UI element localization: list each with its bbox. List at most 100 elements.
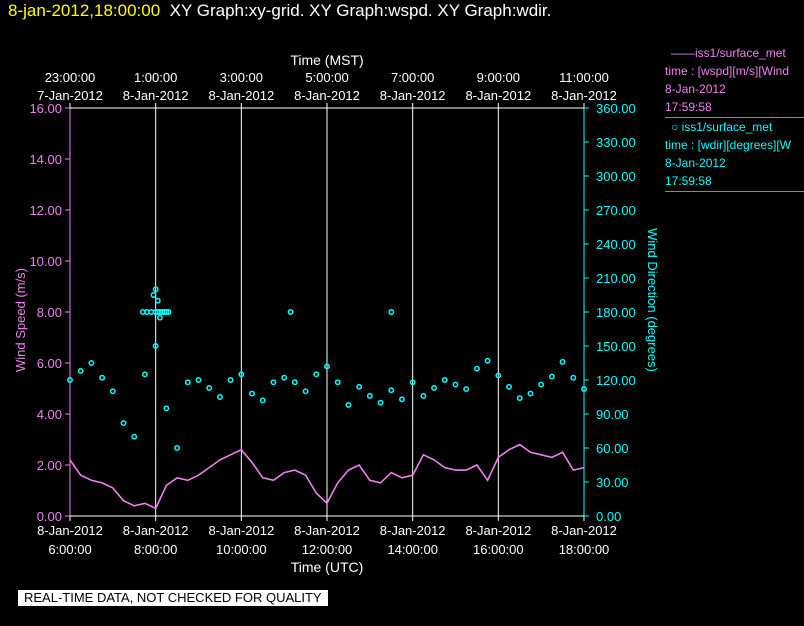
x-axis-label-top: Time (MST)	[290, 52, 363, 68]
y-right-tick-label: 120.00	[596, 373, 636, 388]
legend: ——iss1/surface_met time : [wspd][m/s][Wi…	[665, 44, 804, 192]
wdir-outlier-point	[163, 309, 170, 315]
wdir-point	[399, 396, 405, 403]
x-tick-label-top-date: 8-Jan-2012	[208, 88, 274, 103]
wdir-point	[377, 399, 384, 406]
wdir-point	[238, 371, 245, 378]
x-tick-label-date: 8-Jan-2012	[208, 523, 274, 538]
legend-wspd-expr: time : [wspd][m/s][Wind	[665, 64, 790, 78]
y-left-tick-label: 6.00	[37, 356, 62, 371]
wdir-point	[227, 377, 234, 383]
wdir-point	[259, 397, 266, 404]
wdir-point	[506, 383, 512, 390]
wdir-point	[281, 374, 288, 381]
x-tick-label-date: 8-Jan-2012	[465, 523, 531, 538]
legend-wspd-name: iss1/surface_met	[695, 46, 786, 60]
y-left-tick-label: 14.00	[29, 152, 62, 167]
legend-wspd-time: 17:59:58	[665, 100, 712, 114]
y-right-tick-label: 90.00	[596, 407, 629, 422]
y-right-tick-label: 270.00	[596, 203, 636, 218]
wdir-point	[548, 373, 555, 380]
wdir-point	[388, 387, 395, 394]
x-tick-label-top-date: 8-Jan-2012	[380, 88, 446, 103]
y-right-tick-label: 210.00	[596, 271, 636, 286]
wdir-point	[570, 374, 577, 381]
x-tick-label-time: 10:00:00	[216, 542, 267, 557]
x-tick-label-date: 8-Jan-2012	[294, 523, 360, 538]
wdir-point	[484, 357, 491, 364]
y-axis-label-right: Wind Direction (degrees)	[645, 228, 660, 372]
y-axis-label-left: Wind Speed (m/s)	[13, 268, 28, 372]
y-right-tick-label: 0.00	[596, 509, 621, 524]
wdir-outlier-point	[388, 309, 395, 315]
y-left-tick-label: 0.00	[37, 509, 62, 524]
wdir-point	[345, 401, 352, 408]
x-axis-label-bottom: Time (UTC)	[291, 559, 364, 575]
x-tick-label-top-date: 8-Jan-2012	[123, 88, 189, 103]
wdir-point	[495, 372, 502, 379]
wdir-point	[463, 386, 470, 393]
y-right-tick-label: 330.00	[596, 135, 636, 150]
x-tick-label-top-time: 9:00:00	[477, 70, 520, 85]
x-tick-label-top-time: 23:00:00	[45, 70, 96, 85]
wdir-point	[431, 384, 438, 391]
graph-header: 8-jan-2012,18:00:00 XY Graph:xy-grid. XY…	[8, 1, 551, 21]
wdir-point	[452, 381, 459, 388]
wdir-point	[99, 374, 106, 381]
wdir-point	[334, 379, 341, 386]
wdir-point	[420, 392, 427, 399]
y-left-tick-label: 10.00	[29, 254, 62, 269]
header-title: XY Graph:xy-grid. XY Graph:wspd. XY Grap…	[169, 1, 552, 20]
legend-line-marker: ——	[671, 46, 695, 60]
wdir-point	[184, 379, 191, 386]
x-tick-label-top-time: 7:00:00	[391, 70, 434, 85]
wdir-outlier-point	[154, 297, 161, 304]
wdir-point	[67, 377, 73, 383]
x-tick-label-date: 8-Jan-2012	[123, 523, 189, 538]
y-left-tick-label: 8.00	[37, 305, 62, 320]
wdir-point	[77, 367, 84, 374]
y-right-tick-label: 30.00	[596, 475, 629, 490]
wdir-point	[206, 384, 213, 391]
x-tick-label-time: 12:00:00	[302, 542, 353, 557]
x-tick-label-top-time: 5:00:00	[305, 70, 348, 85]
wdir-point	[313, 371, 320, 378]
wdir-point	[270, 379, 277, 386]
x-tick-label-top-time: 1:00:00	[134, 70, 177, 85]
legend-entry-wdir[interactable]: ○ iss1/surface_met time : [wdir][degrees…	[665, 118, 804, 192]
wdir-point	[131, 433, 138, 440]
wdir-point	[409, 379, 416, 386]
wdir-point	[163, 405, 170, 412]
x-tick-label-top-date: 8-Jan-2012	[294, 88, 360, 103]
y-right-tick-label: 150.00	[596, 339, 636, 354]
y-right-tick-label: 300.00	[596, 169, 636, 184]
x-tick-label-top-date: 8-Jan-2012	[465, 88, 531, 103]
wdir-point	[291, 379, 298, 386]
wdir-point	[559, 358, 566, 365]
wdir-point	[195, 377, 202, 383]
x-tick-label-time: 6:00:00	[48, 542, 91, 557]
wdir-outlier-point	[165, 309, 172, 315]
legend-entry-wspd[interactable]: ——iss1/surface_met time : [wspd][m/s][Wi…	[665, 44, 804, 118]
wdir-point	[142, 371, 148, 378]
y-left-tick-label: 12.00	[29, 203, 62, 218]
wdir-point	[516, 395, 523, 402]
y-right-tick-label: 60.00	[596, 441, 629, 456]
y-left-tick-label: 2.00	[37, 458, 62, 473]
y-left-tick-label: 4.00	[37, 407, 62, 422]
x-tick-label-top-date: 8-Jan-2012	[551, 88, 617, 103]
header-timestamp: 8-jan-2012,18:00:00	[8, 1, 161, 20]
wdir-point	[473, 365, 480, 372]
wdir-outlier-point	[287, 309, 294, 315]
wdir-point	[174, 445, 181, 451]
legend-wdir-time: 17:59:58	[665, 174, 712, 188]
wdir-point	[216, 394, 223, 400]
wdir-point	[152, 343, 159, 349]
x-tick-label-date: 8-Jan-2012	[37, 523, 103, 538]
x-tick-label-date: 8-Jan-2012	[551, 523, 617, 538]
wdir-point	[88, 360, 95, 366]
x-tick-label-top-date: 7-Jan-2012	[37, 88, 103, 103]
x-tick-label-time: 18:00:00	[559, 542, 610, 557]
x-tick-label-time: 16:00:00	[473, 542, 524, 557]
